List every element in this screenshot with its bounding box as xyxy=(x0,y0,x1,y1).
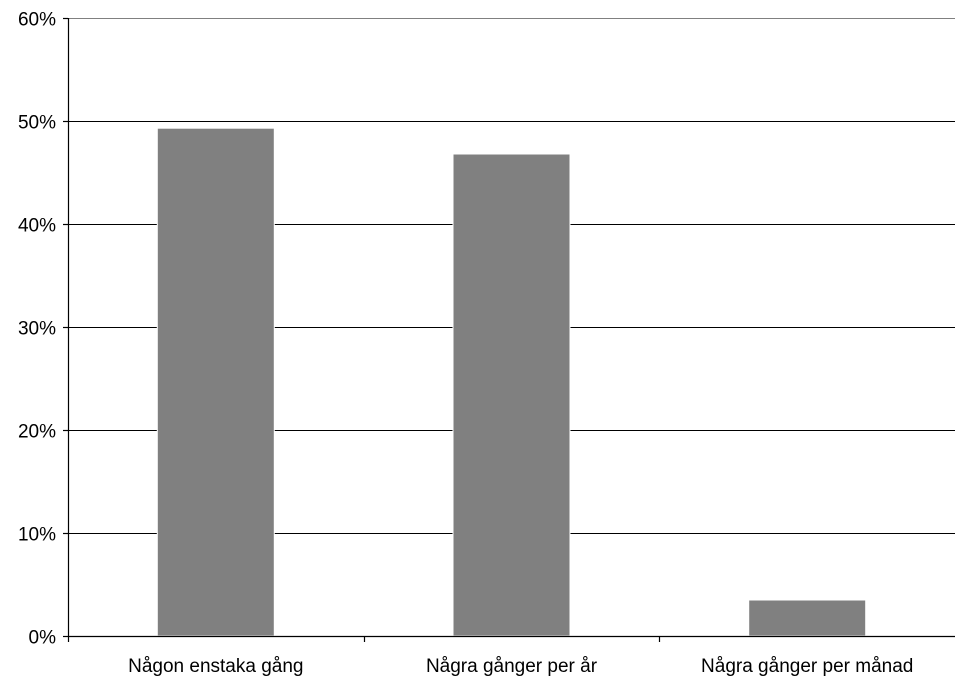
y-tick-label-6: 60% xyxy=(18,10,56,31)
y-tick-label-1: 10% xyxy=(18,525,56,546)
bars xyxy=(156,127,867,637)
bar-0 xyxy=(156,127,275,637)
bar-2 xyxy=(748,599,867,637)
bar-1 xyxy=(452,153,571,637)
x-tick-label-2: Några gånger per månad xyxy=(701,656,913,677)
y-tick-label-2: 20% xyxy=(18,422,56,443)
y-tick-label-0: 0% xyxy=(29,628,57,649)
x-tick-label-1: Några gånger per år xyxy=(426,656,598,677)
tick-labels: 0% 10% 20% 30% 40% 50% 60% Någon enstaka gång Nå… xyxy=(18,10,913,678)
x-tick-label-0: Någon enstaka gång xyxy=(128,656,303,677)
y-tick-label-5: 50% xyxy=(18,113,56,134)
axes xyxy=(63,17,955,642)
y-tick-label-3: 30% xyxy=(18,319,56,340)
y-tick-label-4: 40% xyxy=(18,216,56,237)
